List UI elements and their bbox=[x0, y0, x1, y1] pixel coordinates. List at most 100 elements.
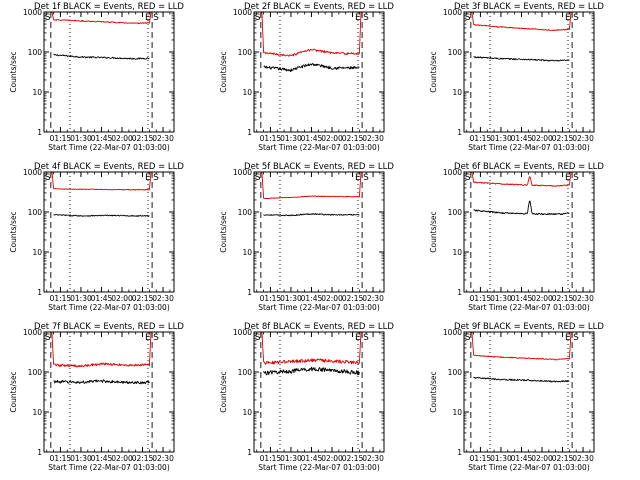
x-tick-label: 01:30 bbox=[490, 454, 512, 463]
end-second-marker-label: S bbox=[363, 173, 369, 183]
plot-area bbox=[260, 172, 363, 292]
x-tick-label: 02:30 bbox=[152, 134, 174, 143]
y-tick-label: 1000 bbox=[23, 8, 42, 17]
x-axis-label: Start Time (22-Mar-07 01:03:00) bbox=[48, 303, 170, 312]
y-tick-label: 100 bbox=[448, 208, 463, 217]
x-tick-label: 01:30 bbox=[490, 134, 512, 143]
events-rate-line bbox=[473, 200, 570, 216]
x-tick-label: 01:45 bbox=[301, 294, 323, 303]
y-tick-label: 100 bbox=[28, 208, 43, 217]
y-tick-label: 1000 bbox=[233, 8, 252, 17]
x-tick-label: 02:15 bbox=[342, 294, 364, 303]
y-tick-label: 100 bbox=[238, 48, 253, 57]
plot-area bbox=[260, 332, 363, 452]
x-tick-label: 02:00 bbox=[321, 134, 343, 143]
y-axis-label: Counts/sec bbox=[219, 51, 228, 92]
y-tick-label: 1000 bbox=[23, 168, 42, 177]
plot-area bbox=[260, 12, 363, 132]
y-axis-label: Counts/sec bbox=[9, 371, 18, 412]
y-axis-label: Counts/sec bbox=[429, 51, 438, 92]
end-marker-label: E bbox=[565, 333, 571, 343]
plot-area bbox=[50, 332, 153, 452]
x-tick-label: 01:45 bbox=[511, 134, 533, 143]
y-tick-label: 1 bbox=[247, 448, 252, 457]
y-tick-label: 10 bbox=[242, 88, 252, 97]
x-tick-label: 02:00 bbox=[111, 134, 133, 143]
panel-title: Det 6f BLACK = Events, RED = LLD bbox=[454, 162, 604, 172]
x-tick-label: 01:45 bbox=[511, 294, 533, 303]
y-axis-label: Counts/sec bbox=[9, 211, 18, 252]
x-tick-label: 02:15 bbox=[132, 454, 154, 463]
panel-title: Det 7f BLACK = Events, RED = LLD bbox=[34, 322, 184, 332]
x-tick-label: 02:00 bbox=[321, 454, 343, 463]
events-rate-line bbox=[263, 213, 360, 217]
x-tick-label: 02:00 bbox=[321, 294, 343, 303]
start-marker-label: S bbox=[465, 173, 471, 183]
x-tick-label: 01:30 bbox=[70, 454, 92, 463]
x-tick-label: 01:45 bbox=[91, 134, 113, 143]
x-axis-label: Start Time (22-Mar-07 01:03:00) bbox=[468, 463, 590, 472]
events-rate-line bbox=[473, 376, 570, 383]
end-second-marker-label: S bbox=[153, 173, 159, 183]
y-tick-label: 10 bbox=[32, 248, 42, 257]
panel-title: Det 1f BLACK = Events, RED = LLD bbox=[34, 2, 184, 12]
x-tick-label: 02:30 bbox=[362, 454, 384, 463]
y-tick-label: 100 bbox=[28, 368, 43, 377]
events-rate-line bbox=[53, 379, 150, 385]
x-tick-label: 02:00 bbox=[531, 454, 553, 463]
axes-box bbox=[463, 171, 595, 293]
start-marker-label: S bbox=[45, 333, 51, 343]
y-tick-label: 10 bbox=[452, 408, 462, 417]
x-tick-label: 01:30 bbox=[280, 454, 302, 463]
y-tick-label: 1000 bbox=[23, 328, 42, 337]
y-tick-label: 100 bbox=[448, 368, 463, 377]
plot-area bbox=[50, 172, 153, 292]
x-tick-label: 02:15 bbox=[342, 134, 364, 143]
y-tick-label: 1000 bbox=[443, 8, 462, 17]
detector-panel-7: Det 7f BLACK = Events, RED = LLD 1 10 100 10… bbox=[9, 322, 184, 472]
x-tick-label: 01:15 bbox=[50, 294, 72, 303]
y-tick-label: 1000 bbox=[443, 168, 462, 177]
plot-area bbox=[470, 12, 573, 132]
x-tick-label: 02:30 bbox=[152, 454, 174, 463]
x-tick-label: 02:00 bbox=[531, 294, 553, 303]
axes-box bbox=[463, 11, 595, 133]
end-second-marker-label: S bbox=[573, 13, 579, 23]
y-tick-label: 1 bbox=[247, 128, 252, 137]
panel-title: Det 3f BLACK = Events, RED = LLD bbox=[454, 2, 604, 12]
axes-box bbox=[43, 331, 175, 453]
end-marker-label: E bbox=[355, 333, 361, 343]
end-marker-label: E bbox=[145, 13, 151, 23]
events-rate-line bbox=[473, 56, 570, 62]
y-tick-label: 100 bbox=[238, 208, 253, 217]
detector-panel-3: Det 3f BLACK = Events, RED = LLD 1 10 100 10… bbox=[429, 2, 604, 152]
detector-panel-4: Det 4f BLACK = Events, RED = LLD 1 10 100 10… bbox=[9, 162, 184, 312]
panel-title: Det 9f BLACK = Events, RED = LLD bbox=[454, 322, 604, 332]
y-tick-label: 1000 bbox=[443, 328, 462, 337]
y-axis-label: Counts/sec bbox=[9, 51, 18, 92]
start-marker-label: S bbox=[255, 173, 261, 183]
y-tick-label: 10 bbox=[242, 248, 252, 257]
panel-title: Det 2f BLACK = Events, RED = LLD bbox=[244, 2, 394, 12]
x-tick-label: 01:45 bbox=[301, 134, 323, 143]
axes-box bbox=[463, 331, 595, 453]
axes-box bbox=[43, 171, 175, 293]
x-axis-label: Start Time (22-Mar-07 01:03:00) bbox=[468, 303, 590, 312]
lld-rate-line bbox=[471, 12, 572, 32]
x-tick-label: 01:15 bbox=[50, 134, 72, 143]
y-tick-label: 100 bbox=[238, 368, 253, 377]
lld-rate-line bbox=[51, 172, 152, 191]
y-tick-label: 100 bbox=[28, 48, 43, 57]
x-tick-label: 02:15 bbox=[552, 294, 574, 303]
end-second-marker-label: S bbox=[363, 13, 369, 23]
lld-rate-line bbox=[51, 332, 152, 368]
y-tick-label: 1 bbox=[457, 128, 462, 137]
x-tick-label: 01:15 bbox=[50, 454, 72, 463]
start-marker-label: S bbox=[45, 173, 51, 183]
detector-panel-9: Det 9f BLACK = Events, RED = LLD 1 10 100 10… bbox=[429, 322, 604, 472]
x-tick-label: 01:30 bbox=[280, 134, 302, 143]
x-tick-label: 02:30 bbox=[152, 294, 174, 303]
x-tick-label: 01:45 bbox=[91, 454, 113, 463]
x-axis-label: Start Time (22-Mar-07 01:03:00) bbox=[258, 143, 380, 152]
